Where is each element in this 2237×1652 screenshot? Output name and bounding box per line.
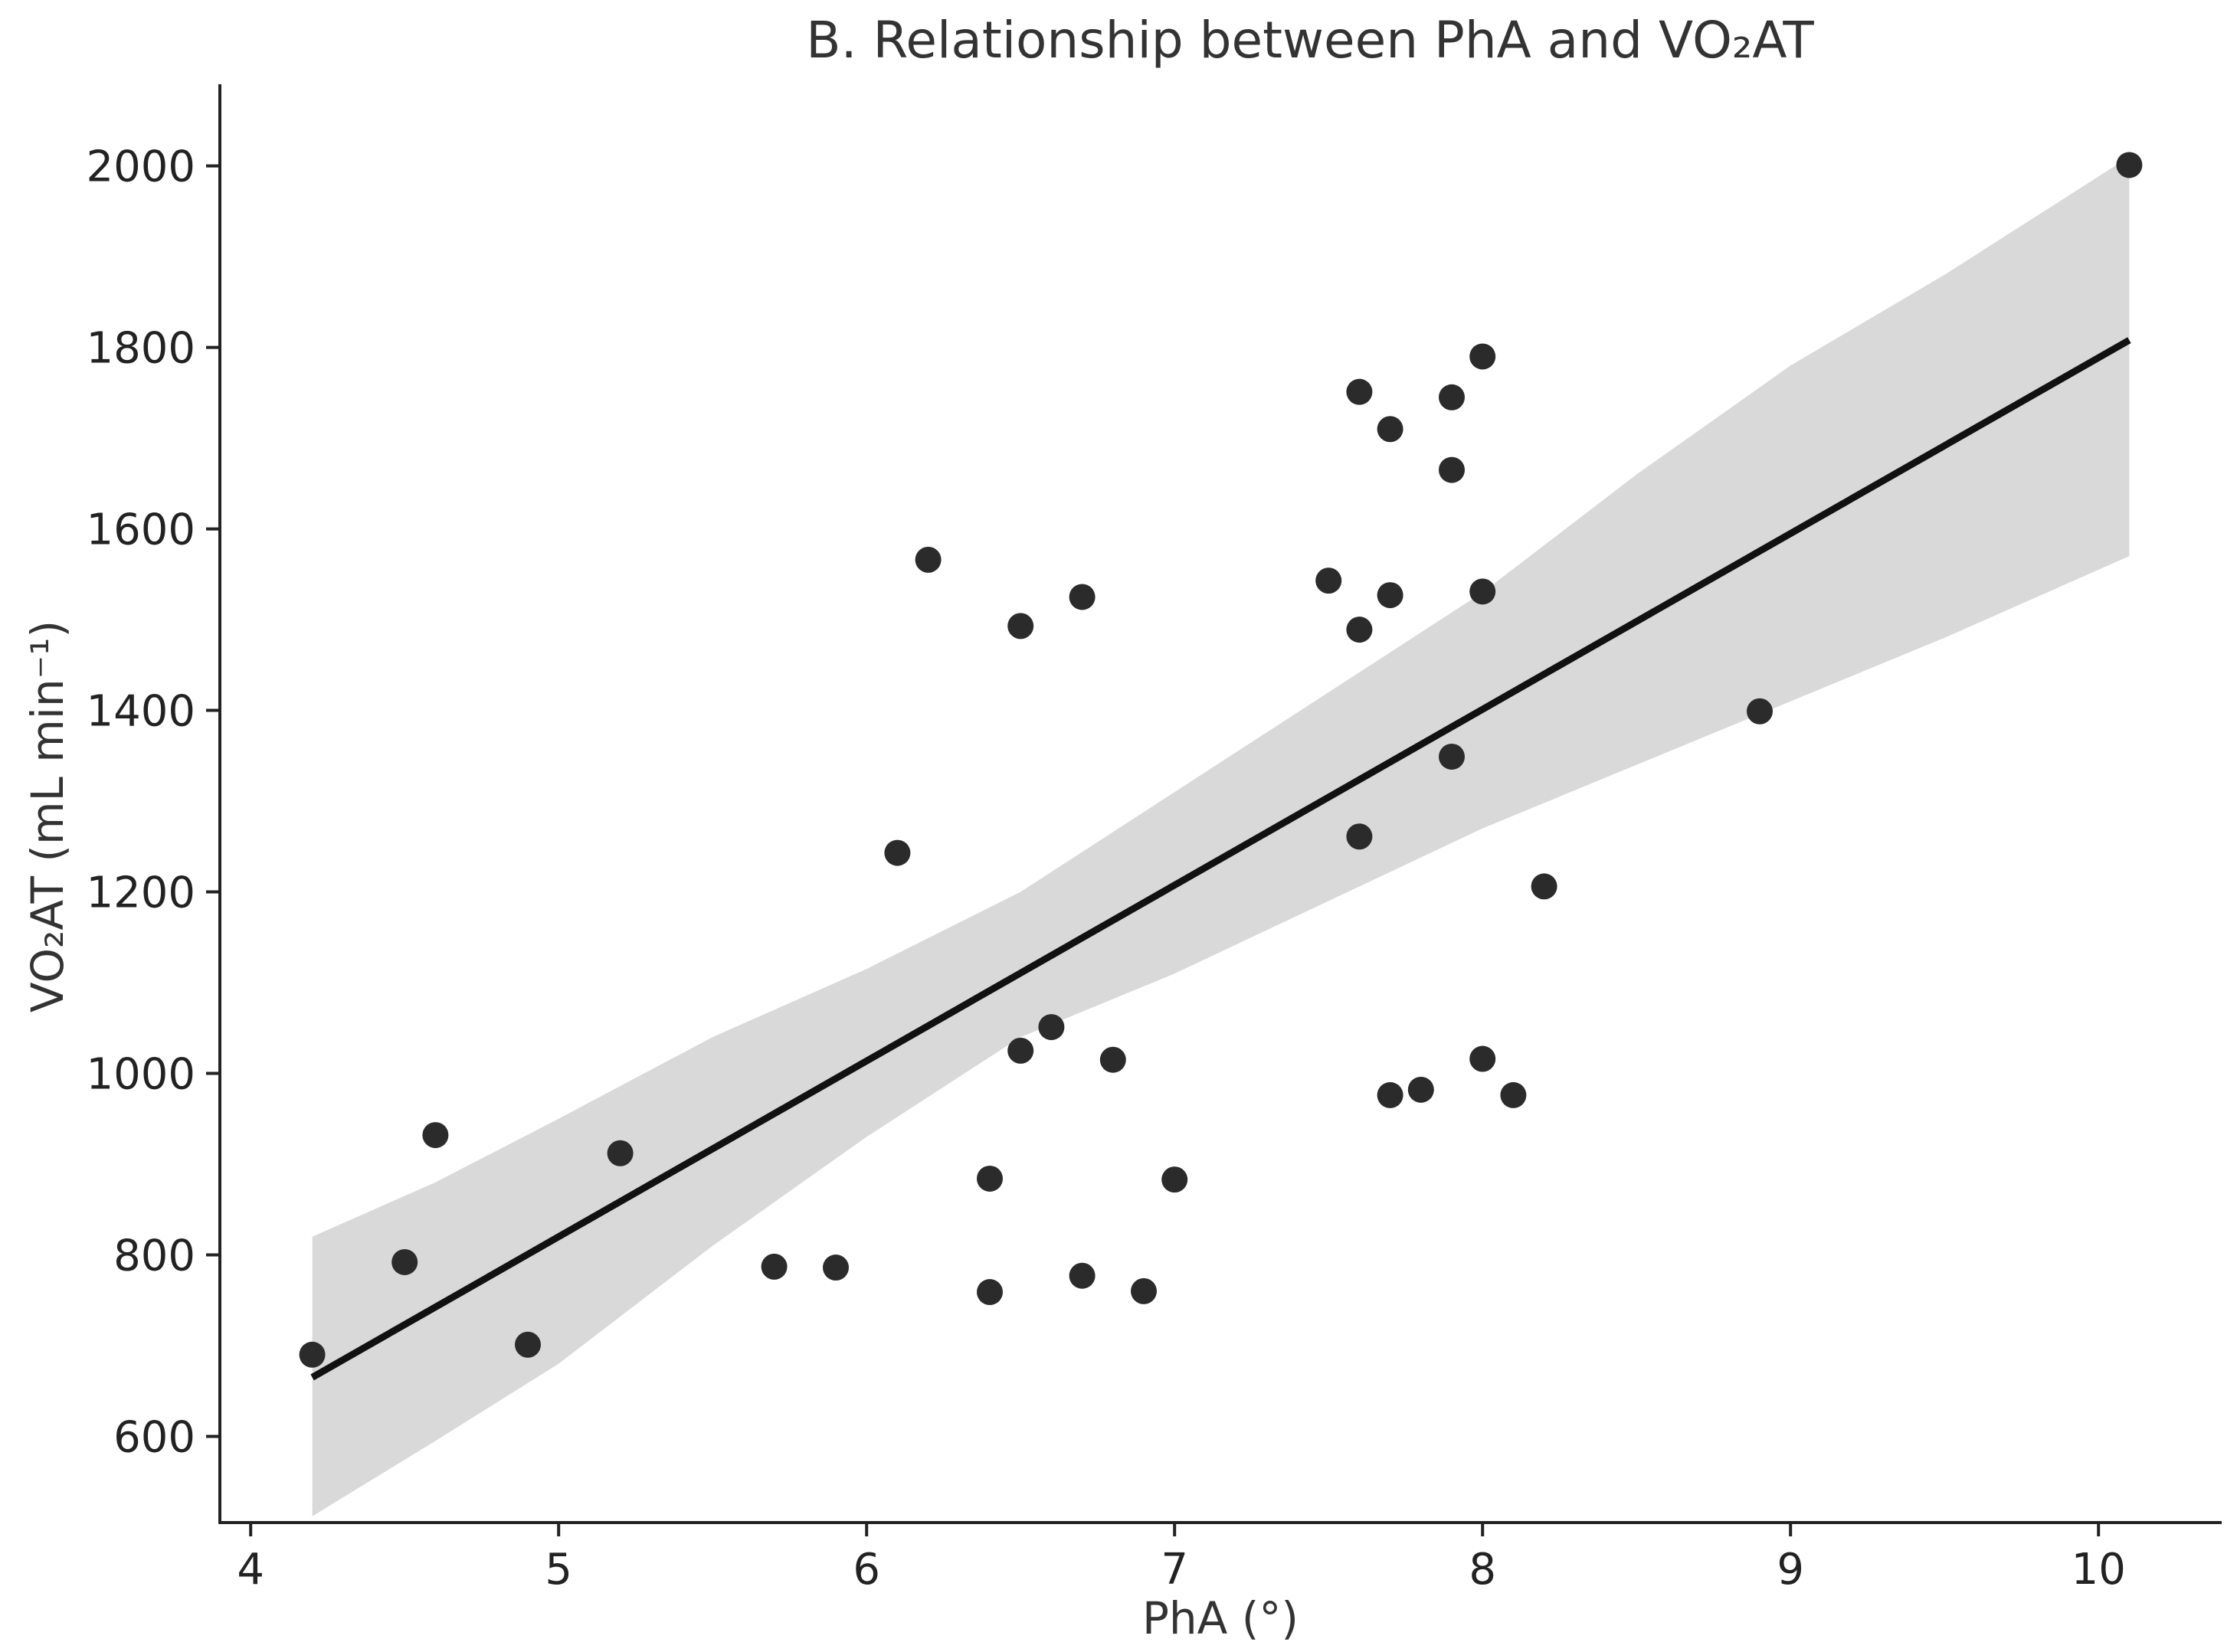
data-point (1346, 823, 1373, 850)
data-point (977, 1165, 1003, 1192)
data-point (977, 1279, 1003, 1306)
x-tick-label: 6 (853, 1545, 880, 1595)
data-point (1069, 584, 1096, 610)
x-tick-label: 7 (1161, 1545, 1188, 1595)
data-point (607, 1140, 634, 1166)
data-points-layer (299, 152, 2143, 1368)
data-point (1346, 617, 1373, 643)
y-tick-label: 1400 (86, 687, 195, 737)
regression-line (310, 337, 2131, 1381)
x-tick-label: 8 (1469, 1545, 1496, 1595)
data-point (1038, 1014, 1065, 1041)
data-point (1469, 578, 1496, 605)
data-point (1407, 1076, 1434, 1103)
data-point (422, 1122, 449, 1149)
y-tick-label: 2000 (86, 142, 195, 192)
chart-title: B. Relationship between PhA and VO₂AT (806, 11, 1814, 70)
data-point (515, 1331, 541, 1358)
x-tick-label: 10 (2072, 1545, 2126, 1595)
data-point (1069, 1262, 1096, 1289)
data-point (1377, 416, 1403, 443)
data-point (1439, 743, 1465, 770)
data-point (823, 1255, 849, 1281)
data-point (1007, 1037, 1034, 1064)
data-point (1346, 378, 1373, 405)
y-tick-label: 1800 (86, 324, 195, 374)
data-point (1439, 384, 1465, 411)
y-tick-label: 600 (113, 1412, 195, 1462)
data-point (1500, 1081, 1527, 1108)
data-point (915, 546, 942, 573)
data-point (884, 839, 911, 866)
x-tick-label: 9 (1777, 1545, 1804, 1595)
data-point (1377, 1081, 1403, 1108)
regression-line-layer (310, 337, 2131, 1381)
data-point (1747, 698, 1773, 725)
data-point (1439, 456, 1465, 483)
y-tick-label: 1000 (86, 1049, 195, 1099)
data-point (1469, 343, 1496, 370)
x-tick-label: 4 (237, 1545, 264, 1595)
y-tick-label: 1200 (86, 869, 195, 918)
data-point (1469, 1045, 1496, 1072)
y-axis-label: VO₂AT (mL min⁻¹) (21, 620, 74, 1012)
confidence-band (312, 156, 2130, 1516)
x-tick-label: 5 (545, 1545, 572, 1595)
x-axis-label: PhA (°) (1142, 1592, 1299, 1644)
confidence-band-layer (312, 156, 2130, 1516)
data-point (1531, 873, 1557, 900)
data-point (391, 1248, 418, 1275)
y-tick-label: 800 (113, 1231, 195, 1281)
data-point (1377, 582, 1403, 609)
data-point (761, 1253, 788, 1280)
data-point (1131, 1277, 1157, 1304)
data-point (1161, 1166, 1188, 1193)
data-point (1007, 613, 1034, 640)
data-point (2116, 152, 2143, 178)
data-point (1099, 1046, 1126, 1073)
axes-layer: 4 5 6 7 8 9 10 600 800 1000 1200 1400 1600 1800 2000 (86, 84, 2222, 1595)
y-tick-label: 1600 (86, 505, 195, 555)
data-point (1315, 568, 1342, 594)
data-point (299, 1341, 326, 1368)
